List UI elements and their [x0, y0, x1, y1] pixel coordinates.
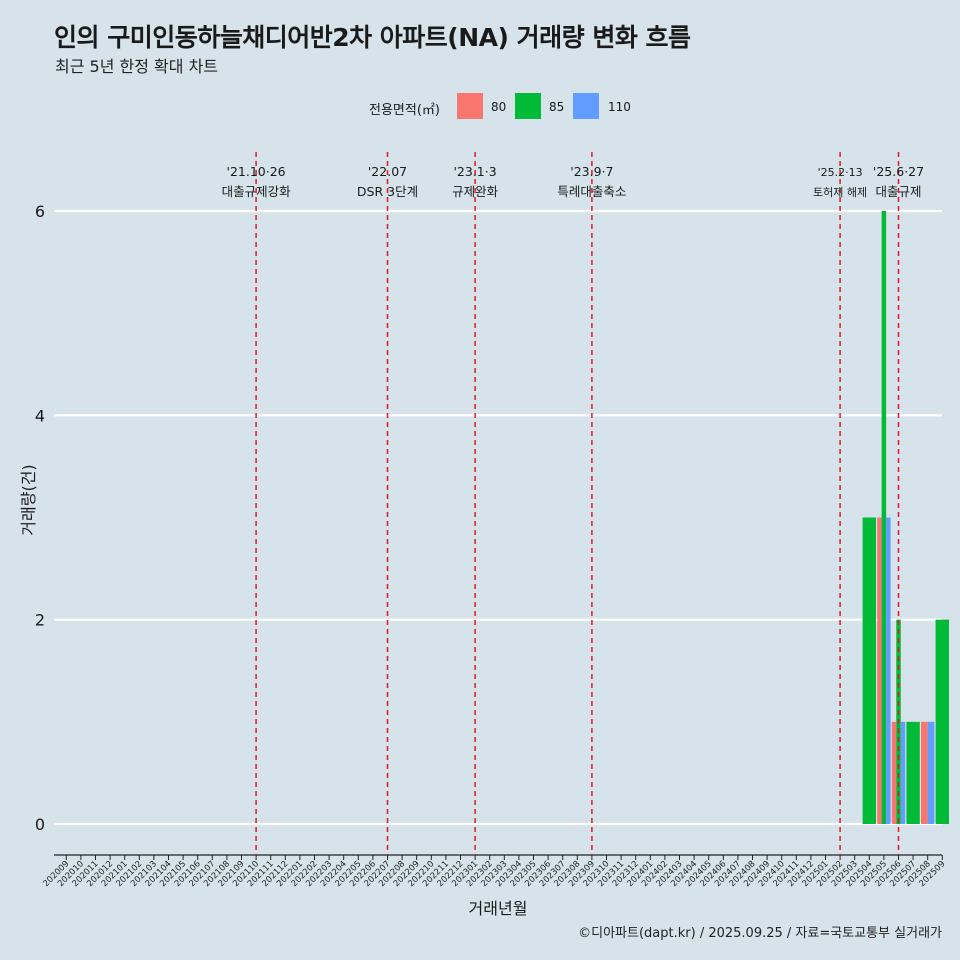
y-tick-label-4: 4 — [35, 406, 45, 425]
y-tick-label-2: 2 — [35, 611, 45, 630]
event-date-202110: '21.10·26 — [227, 164, 286, 179]
y-tick-label-6: 6 — [35, 202, 45, 221]
x-axis-title: 거래년월 — [469, 899, 528, 918]
source-caption: ©디아파트(dapt.kr) / 2025.09.25 / 자료=국토교통부 실… — [578, 926, 942, 941]
event-label-202309: 특례대출축소 — [557, 184, 626, 199]
event-date-202502: '25.2·13 — [818, 166, 863, 179]
event-label-202110: 대출규제강화 — [222, 184, 292, 199]
legend-label-85: 85 — [549, 100, 565, 114]
bar-202509-85 — [935, 619, 949, 824]
bar-202508-110 — [927, 721, 935, 824]
legend-title: 전용면적(㎡) — [369, 103, 440, 118]
event-date-202506: '25.6·27 — [873, 164, 924, 179]
y-axis-title: 거래량(건) — [19, 464, 38, 535]
event-date-202207: '22.07 — [368, 164, 407, 179]
legend-swatch-110 — [573, 93, 599, 119]
bar-202505-80 — [877, 517, 882, 824]
legend-label-80: 80 — [491, 100, 507, 114]
event-label-202207: DSR 3단계 — [357, 184, 418, 199]
legend-swatch-80 — [457, 93, 483, 119]
event-date-202309: '23.9·7 — [570, 164, 613, 179]
event-label-202301: 규제완화 — [452, 184, 499, 199]
bar-202505-110 — [886, 517, 891, 824]
event-label-202502: 토허제 해제 — [813, 185, 867, 199]
bar-202504-85 — [862, 517, 876, 824]
bar-202507-85 — [906, 721, 920, 824]
bar-202508-80 — [921, 721, 928, 824]
event-label-202506: 대출규제 — [875, 184, 921, 199]
chart-subtitle: 최근 5년 한정 확대 차트 — [55, 57, 219, 76]
bar-202506-80 — [891, 721, 897, 824]
chart-title: 인의 구미인동하늘채디어반2차 아파트(NA) 거래량 변화 흐름 — [54, 23, 691, 52]
bar-202505-85 — [881, 211, 887, 824]
legend-label-110: 110 — [608, 100, 631, 114]
legend: 전용면적(㎡) 80 85 110 — [0, 92, 960, 122]
event-date-202301: '23.1·3 — [453, 164, 496, 179]
y-tick-label-0: 0 — [35, 815, 45, 834]
bar-202506-110 — [900, 721, 906, 824]
legend-swatch-85 — [515, 93, 541, 119]
